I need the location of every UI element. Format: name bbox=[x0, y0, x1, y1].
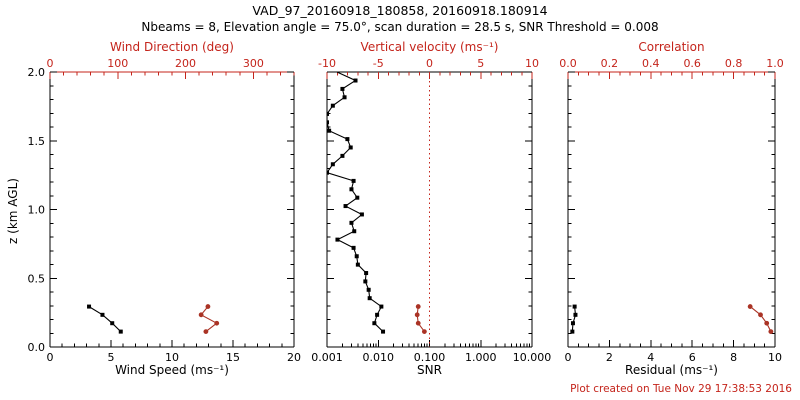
svg-text:0.2: 0.2 bbox=[601, 57, 619, 70]
series-wind-direction bbox=[198, 304, 220, 334]
plot-subtitle: Nbeams = 8, Elevation angle = 75.0°, sca… bbox=[141, 20, 659, 34]
panel-residual-correlation-profile: 0 2 4 6 8 10 0.0 0.2 0.4 0.6 0.8 1.0 bbox=[559, 57, 784, 364]
svg-text:0.010: 0.010 bbox=[363, 351, 395, 364]
svg-text:0.4: 0.4 bbox=[642, 57, 660, 70]
svg-text:0: 0 bbox=[426, 57, 433, 70]
wind-speed-axis-label: Wind Speed (ms⁻¹) bbox=[115, 363, 229, 377]
svg-text:200: 200 bbox=[175, 57, 196, 70]
plot-created-timestamp: Plot created on Tue Nov 29 17:38:53 2016 bbox=[570, 383, 792, 395]
series-correlation bbox=[747, 304, 774, 334]
correlation-axis-label: Correlation bbox=[638, 40, 705, 54]
svg-text:0: 0 bbox=[47, 351, 54, 364]
wind-direction-axis-label: Wind Direction (deg) bbox=[110, 40, 234, 54]
svg-text:8: 8 bbox=[730, 351, 737, 364]
svg-text:10.000: 10.000 bbox=[513, 351, 552, 364]
series-residual bbox=[570, 304, 578, 334]
svg-text:0.0: 0.0 bbox=[28, 341, 46, 354]
svg-text:10: 10 bbox=[768, 351, 782, 364]
snr-axis-label: SNR bbox=[417, 363, 442, 377]
series-wind-speed bbox=[87, 304, 123, 334]
series-vertical-velocity bbox=[414, 304, 427, 334]
svg-text:2: 2 bbox=[606, 351, 613, 364]
panel-snr-vertical-velocity-profile: 0.001 0.010 0.100 1.000 10.000 -10 -5 0 5 10 bbox=[311, 57, 551, 364]
svg-text:1.0: 1.0 bbox=[766, 57, 784, 70]
residual-axis-label: Residual (ms⁻¹) bbox=[625, 363, 718, 377]
svg-text:15: 15 bbox=[226, 351, 240, 364]
svg-text:-10: -10 bbox=[318, 57, 336, 70]
svg-text:0.8: 0.8 bbox=[725, 57, 743, 70]
svg-text:0.001: 0.001 bbox=[311, 351, 343, 364]
svg-text:0.100: 0.100 bbox=[414, 351, 446, 364]
vertical-velocity-axis-label: Vertical velocity (ms⁻¹) bbox=[360, 40, 499, 54]
svg-text:1.0: 1.0 bbox=[28, 204, 46, 217]
plot-title: VAD_97_20160918_180858, 20160918.180914 bbox=[252, 3, 548, 18]
svg-text:6: 6 bbox=[689, 351, 696, 364]
svg-text:0.6: 0.6 bbox=[683, 57, 701, 70]
svg-text:20: 20 bbox=[287, 351, 301, 364]
svg-text:0: 0 bbox=[47, 57, 54, 70]
svg-text:0: 0 bbox=[565, 351, 572, 364]
svg-text:10: 10 bbox=[165, 351, 179, 364]
series-snr bbox=[327, 72, 386, 334]
svg-text:5: 5 bbox=[108, 351, 115, 364]
svg-text:2.0: 2.0 bbox=[28, 66, 46, 79]
svg-text:5: 5 bbox=[477, 57, 484, 70]
svg-text:0.5: 0.5 bbox=[28, 272, 46, 285]
svg-text:-5: -5 bbox=[373, 57, 384, 70]
svg-text:1.5: 1.5 bbox=[28, 135, 46, 148]
svg-text:100: 100 bbox=[107, 57, 128, 70]
svg-text:1.000: 1.000 bbox=[465, 351, 497, 364]
svg-text:300: 300 bbox=[243, 57, 264, 70]
svg-text:10: 10 bbox=[525, 57, 539, 70]
svg-text:0.0: 0.0 bbox=[559, 57, 577, 70]
svg-text:4: 4 bbox=[647, 351, 654, 364]
